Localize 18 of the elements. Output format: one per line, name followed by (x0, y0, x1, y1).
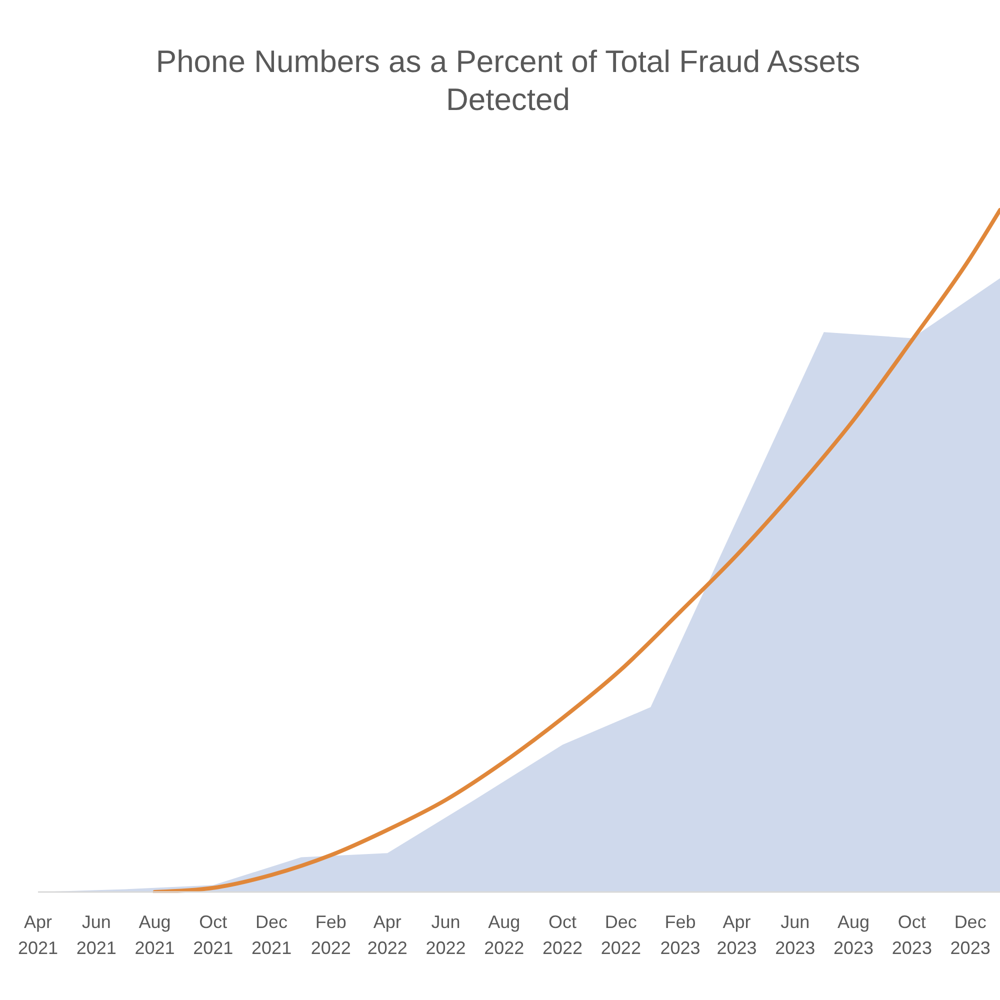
x-tick-label: Apr 2021 (18, 912, 58, 958)
x-tick-label: Oct 2022 (542, 912, 583, 958)
x-tick-label: Jun 2023 (775, 912, 816, 958)
x-tick-label: Dec 2021 (252, 912, 292, 958)
chart-title: Phone Numbers as a Percent of Total Fraud Assets Detected (156, 44, 860, 117)
x-tick-label: Dec 2023 (950, 912, 990, 958)
x-tick-label: Jun 2022 (426, 912, 466, 958)
x-tick-label: Apr 2023 (716, 912, 757, 958)
x-tick-label: Aug 2021 (134, 912, 175, 958)
x-tick-label: Oct 2023 (892, 912, 932, 958)
x-tick-label: Dec 2022 (600, 912, 641, 958)
x-tick-label: Apr 2022 (367, 912, 408, 958)
x-tick-label: Aug 2022 (484, 912, 524, 958)
x-tick-label: Jun 2021 (76, 912, 116, 958)
x-tick-label: Aug 2023 (834, 912, 874, 958)
x-tick-label: Feb 2022 (310, 912, 351, 958)
x-tick-label: Oct 2021 (193, 912, 234, 958)
x-tick-label: Feb 2023 (660, 912, 700, 958)
